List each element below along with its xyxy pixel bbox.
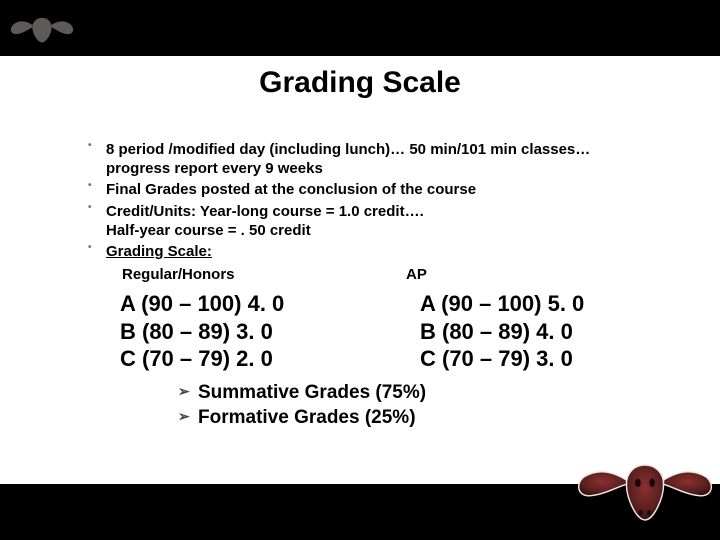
longhorn-logo-faded-icon bbox=[6, 4, 78, 52]
bullet-item-grading: Grading Scale: Regular/Honors AP bbox=[84, 242, 670, 284]
top-band bbox=[0, 0, 720, 56]
slide-title: Grading Scale bbox=[0, 66, 720, 100]
grade-row: B (80 – 89) 4. 0 bbox=[420, 318, 670, 346]
scale-header-right: AP bbox=[406, 265, 670, 284]
bullet-text: Final Grades posted at the conclusion of… bbox=[106, 180, 670, 199]
sub-bullet-item: Formative Grades (25%) bbox=[178, 406, 670, 431]
bullet-text: progress report every 9 weeks bbox=[106, 159, 670, 178]
sub-bullet-list: Summative Grades (75%) Formative Grades … bbox=[178, 381, 670, 430]
bullet-item: Final Grades posted at the conclusion of… bbox=[84, 180, 670, 199]
grading-scale-grid: A (90 – 100) 4. 0 B (80 – 89) 3. 0 C (70… bbox=[120, 290, 670, 373]
grade-row: A (90 – 100) 5. 0 bbox=[420, 290, 670, 318]
scale-header-left: Regular/Honors bbox=[106, 265, 406, 284]
bullet-text: Half-year course = . 50 credit bbox=[106, 221, 670, 240]
grades-ap-column: A (90 – 100) 5. 0 B (80 – 89) 4. 0 C (70… bbox=[420, 290, 670, 373]
grade-row: B (80 – 89) 3. 0 bbox=[120, 318, 420, 346]
bullet-item: 8 period /modified day (including lunch)… bbox=[84, 140, 670, 178]
bullet-item: Credit/Units: Year-long course = 1.0 cre… bbox=[84, 202, 670, 240]
bullet-text: Credit/Units: Year-long course = 1.0 cre… bbox=[106, 202, 670, 221]
grade-row: C (70 – 79) 2. 0 bbox=[120, 345, 420, 373]
slide-content: 8 period /modified day (including lunch)… bbox=[70, 140, 670, 430]
grading-label: Grading Scale: bbox=[106, 243, 212, 260]
bullet-text: 8 period /modified day (including lunch)… bbox=[106, 140, 670, 159]
bullet-list: 8 period /modified day (including lunch)… bbox=[84, 140, 670, 284]
grades-regular-column: A (90 – 100) 4. 0 B (80 – 89) 3. 0 C (70… bbox=[120, 290, 420, 373]
grade-row: C (70 – 79) 3. 0 bbox=[420, 345, 670, 373]
sub-bullet-item: Summative Grades (75%) bbox=[178, 381, 670, 406]
longhorn-logo-main-icon bbox=[570, 440, 720, 540]
grade-row: A (90 – 100) 4. 0 bbox=[120, 290, 420, 318]
